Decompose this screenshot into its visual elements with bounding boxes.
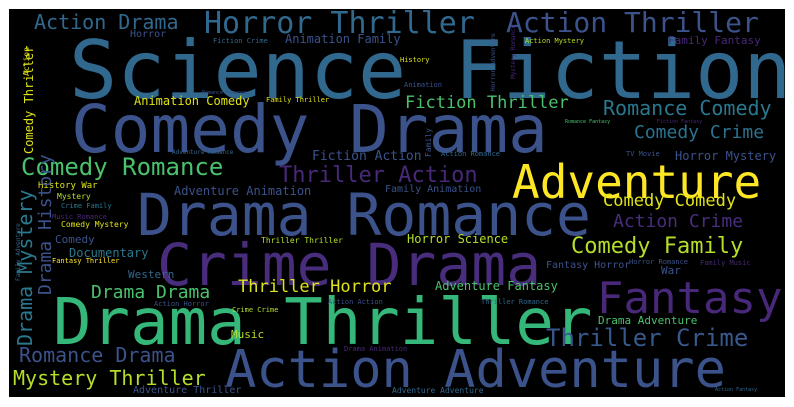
word-western: Western [128, 268, 175, 281]
word-action-romance: Action Romance [441, 150, 501, 158]
word-romance-comedy: Romance Comedy [603, 96, 772, 120]
word-war: War [661, 264, 681, 277]
word-drama-animation: Drama Animation [344, 345, 408, 353]
word-science-fiction: Science Fiction [69, 24, 785, 117]
word-horror-thriller: Horror Thriller [204, 9, 475, 41]
word-thriller-action: Thriller Action [279, 163, 478, 188]
word-action-action: Action Action [328, 298, 383, 306]
word-action-drama: Action Drama [34, 10, 179, 34]
word-fiction-thriller: Fiction Thriller [405, 93, 569, 113]
word-romance-romance: Romance Romance [202, 90, 248, 96]
word-comedy: Comedy [55, 233, 95, 246]
word-history-war: History War [38, 181, 98, 191]
word-family: Family [424, 128, 433, 157]
word-romance-fantasy: Romance Fantasy [565, 119, 611, 125]
word-family-music: Family Music [700, 259, 751, 267]
word-comedy-comedy: Comedy Comedy [603, 191, 737, 211]
word-thriller-romance: Thriller Romance [481, 298, 549, 306]
word-mystery: Mystery [57, 192, 91, 201]
word-action: Action [22, 47, 31, 76]
word-crime-crime: Crime Crime [232, 306, 279, 314]
word-thriller-thriller: Thriller Thriller [261, 236, 343, 245]
word-history: History [400, 56, 430, 64]
word-crime-drama: Crime Drama [157, 231, 542, 299]
word-fantasy: Fantasy [597, 273, 783, 324]
word-comedy-mystery: Comedy Mystery [61, 220, 129, 229]
word-drama-thriller: Drama Thriller [53, 286, 593, 360]
word-action-crime: Action Crime [613, 211, 744, 232]
word-music: Music [231, 328, 265, 341]
word-horror-adventure: Horror Adventure [490, 33, 497, 91]
word-action-horror: Action Horror [154, 300, 209, 308]
word-drama-adventure: Drama Adventure [598, 314, 698, 327]
word-fiction-crime: Fiction Crime [213, 37, 268, 45]
word-mystery-romance: Mystery Romance [510, 24, 517, 79]
word-adventure-thriller: Adventure Thriller [133, 385, 242, 396]
word-fiction-action: Fiction Action [312, 149, 422, 164]
word-music-romance: Music Romance [52, 213, 107, 221]
word-drama-history: Drama History [35, 154, 56, 295]
word-fantasy-thriller: Fantasy Thriller [52, 257, 120, 265]
word-adventure: Adventure [512, 155, 762, 209]
word-horror: Horror [130, 29, 167, 40]
word-thriller-crime: Thriller Crime [546, 324, 749, 352]
word-tv-movie: TV Movie [626, 150, 660, 158]
word-cloud: Science Fiction Comedy Drama Drama Roman… [9, 9, 785, 397]
word-action-adventure: Action Adventure [225, 340, 726, 397]
word-family-adventure: Family Adventure [15, 223, 22, 281]
word-adventure-fantasy: Adventure Fantasy [435, 279, 558, 293]
word-animation-family: Animation Family [285, 32, 401, 46]
word-comedy-drama: Comedy Drama [71, 91, 548, 168]
word-fantasy-horror: Fantasy Horror [546, 260, 631, 271]
word-romance-drama: Romance Drama [19, 343, 176, 367]
word-fiction-fantasy: Fiction Fantasy [657, 119, 703, 125]
word-family-thriller: Family Thriller [266, 96, 330, 104]
word-thriller-horror: Thriller Horror [238, 277, 392, 297]
word-comedy-family: Comedy Family [571, 234, 744, 259]
word-animation-comedy: Animation Comedy [134, 94, 250, 108]
word-drama-drama: Drama Drama [91, 282, 211, 303]
word-adventure-animation: Adventure Animation [174, 184, 312, 198]
word-action-mystery: Action Mystery [525, 37, 585, 45]
word-adventure-adventure: Adventure Adventure [392, 386, 484, 395]
word-action-fantasy: Action Fantasy [715, 387, 758, 393]
word-family-animation: Family Animation [385, 184, 482, 195]
word-documentary: Documentary [69, 246, 149, 260]
word-family-fantasy: Family Fantasy [668, 34, 761, 47]
word-mystery-thriller: Mystery Thriller [13, 366, 206, 390]
word-action-thriller: Action Thriller [506, 9, 759, 39]
word-adventure-romance: Adventure Romance [172, 149, 234, 156]
word-comedy-romance: Comedy Romance [21, 153, 224, 181]
word-drama-romance: Drama Romance [137, 181, 591, 249]
word-animation: Animation [404, 81, 442, 89]
word-horror-science: Horror Science [407, 232, 509, 246]
word-comedy-crime: Comedy Crime [634, 122, 765, 143]
word-crime-family: Crime Family [61, 202, 112, 210]
word-horror-mystery: Horror Mystery [675, 149, 777, 163]
word-horror-romance: Horror Romance [629, 258, 689, 266]
